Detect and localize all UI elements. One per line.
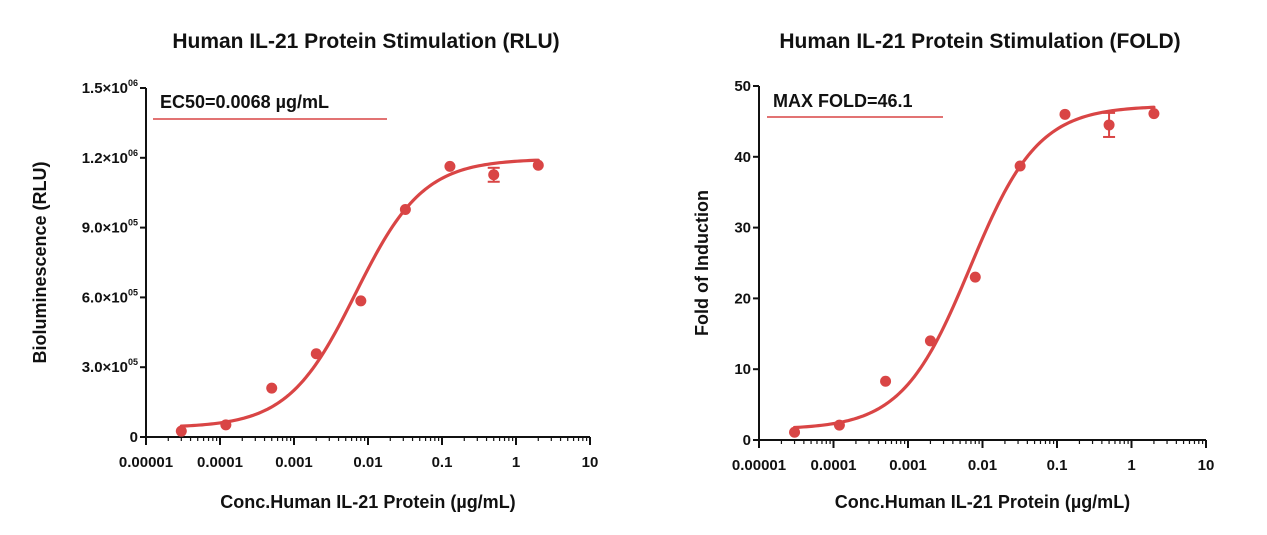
x-tick-label: 1 bbox=[512, 454, 520, 471]
data-point bbox=[532, 159, 544, 171]
data-point bbox=[880, 375, 892, 387]
data-point bbox=[220, 419, 232, 431]
y-tick-label: 1.5×1006 bbox=[82, 78, 138, 97]
x-axis-title: Conc.Human IL-21 Protein (µg/mL) bbox=[220, 492, 515, 512]
x-tick-label: 0.01 bbox=[968, 457, 997, 474]
y-axis-title: Bioluminescence (RLU) bbox=[30, 161, 50, 363]
chart-panel-2: Human IL-21 Protein Stimulation (FOLD) 0 1… bbox=[692, 30, 1214, 512]
y-tick-label: 10 bbox=[734, 361, 751, 378]
data-point bbox=[1103, 119, 1115, 131]
data-point bbox=[399, 203, 411, 215]
y-tick-label: 30 bbox=[734, 220, 751, 237]
x-tick-label: 0.00001 bbox=[732, 457, 786, 474]
y-tick-label: 1.2×1006 bbox=[82, 148, 138, 167]
x-tick-label: 0.001 bbox=[889, 457, 927, 474]
y-tick-label: 3.0×1005 bbox=[82, 357, 138, 376]
x-tick-label: 0.0001 bbox=[197, 454, 243, 471]
y-tick-label: 0 bbox=[130, 429, 138, 446]
x-tick-label: 1 bbox=[1127, 457, 1135, 474]
annotation-label: EC50=0.0068 µg/mL bbox=[160, 92, 329, 112]
chart-title: Human IL-21 Protein Stimulation (RLU) bbox=[172, 30, 559, 53]
fit-curve bbox=[792, 105, 1156, 430]
data-point bbox=[1148, 108, 1160, 120]
x-tick-label: 0.00001 bbox=[119, 454, 173, 471]
annotation-label: MAX FOLD=46.1 bbox=[773, 91, 913, 111]
x-tick-label: 0.01 bbox=[353, 454, 382, 471]
chart-panel-1: Human IL-21 Protein Stimulation (RLU) 0 3.… bbox=[30, 30, 598, 512]
data-point bbox=[1014, 160, 1026, 172]
data-point bbox=[175, 425, 187, 437]
data-point bbox=[355, 295, 367, 307]
x-tick-label: 0.1 bbox=[432, 454, 453, 471]
data-point bbox=[488, 169, 500, 181]
x-tick-label: 0.1 bbox=[1047, 457, 1068, 474]
y-tick-label: 40 bbox=[734, 149, 751, 166]
x-axis-title: Conc.Human IL-21 Protein (µg/mL) bbox=[835, 492, 1130, 512]
x-tick-label: 0.001 bbox=[275, 454, 313, 471]
data-point bbox=[833, 419, 845, 431]
data-point bbox=[266, 382, 278, 394]
y-axis-title: Fold of Induction bbox=[692, 190, 712, 336]
data-point bbox=[924, 335, 936, 347]
y-tick-label: 0 bbox=[743, 432, 751, 449]
x-tick-label: 10 bbox=[1198, 457, 1215, 474]
chart-title: Human IL-21 Protein Stimulation (FOLD) bbox=[779, 30, 1180, 53]
y-tick-label: 9.0×1005 bbox=[82, 218, 138, 237]
y-tick-label: 50 bbox=[734, 78, 751, 95]
data-point bbox=[1059, 108, 1071, 120]
y-tick-label: 6.0×1005 bbox=[82, 287, 138, 306]
data-point bbox=[310, 348, 322, 360]
data-point bbox=[969, 271, 981, 283]
fit-curve bbox=[179, 158, 540, 428]
data-point bbox=[444, 160, 456, 172]
x-tick-label: 0.0001 bbox=[811, 457, 857, 474]
data-point bbox=[789, 426, 801, 438]
x-tick-label: 10 bbox=[582, 454, 599, 471]
y-tick-label: 20 bbox=[734, 290, 751, 307]
